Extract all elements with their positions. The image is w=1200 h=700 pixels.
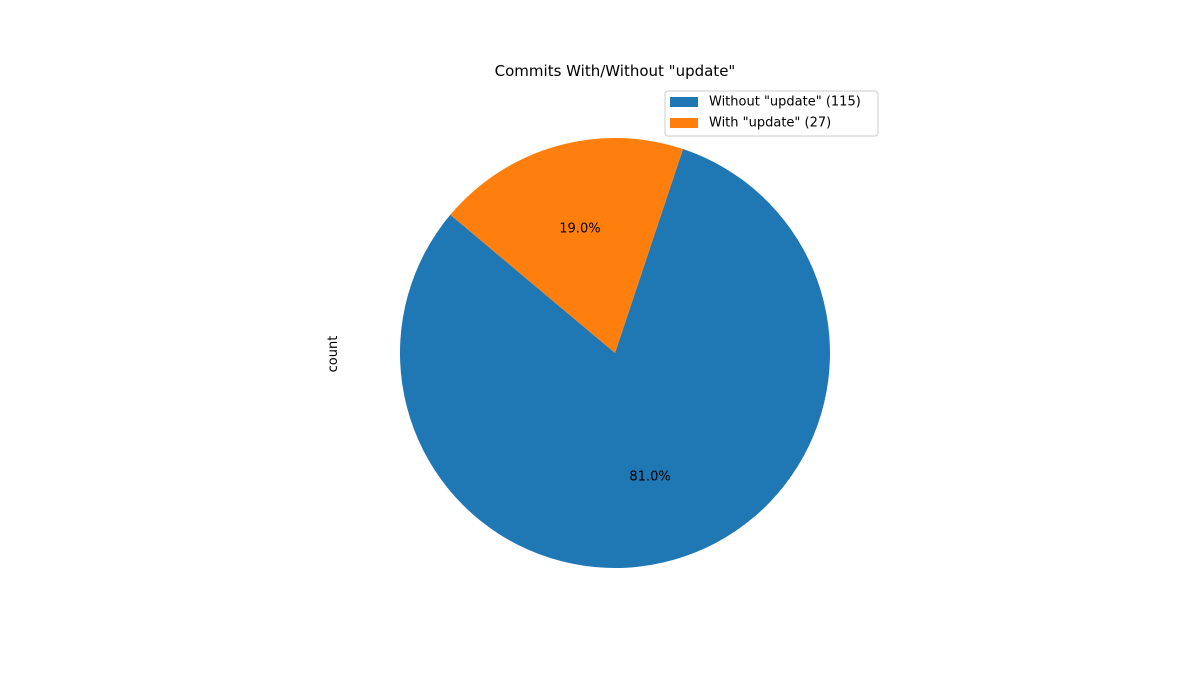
pie-slice-percent-label: 81.0%: [629, 470, 670, 485]
legend-swatch: [670, 97, 698, 107]
pie-slice-percent-label: 19.0%: [559, 221, 600, 236]
legend-label: Without "update" (115): [709, 95, 861, 110]
chart-title: Commits With/Without "update": [495, 62, 736, 80]
pie-slice-with-update: [450, 138, 684, 353]
pie-slice-without-update: [400, 149, 830, 569]
legend-frame: [664, 90, 879, 137]
y-axis-label: count: [326, 336, 341, 373]
pie-slices: [400, 138, 830, 569]
legend-swatch: [670, 118, 698, 128]
pie-slice-labels: 81.0% 19.0%: [559, 221, 670, 484]
legend-items: Without "update" (115) With "update" (27): [670, 95, 861, 131]
legend-label: With "update" (27): [709, 116, 831, 131]
legend: Without "update" (115) With "update" (27): [664, 90, 879, 137]
